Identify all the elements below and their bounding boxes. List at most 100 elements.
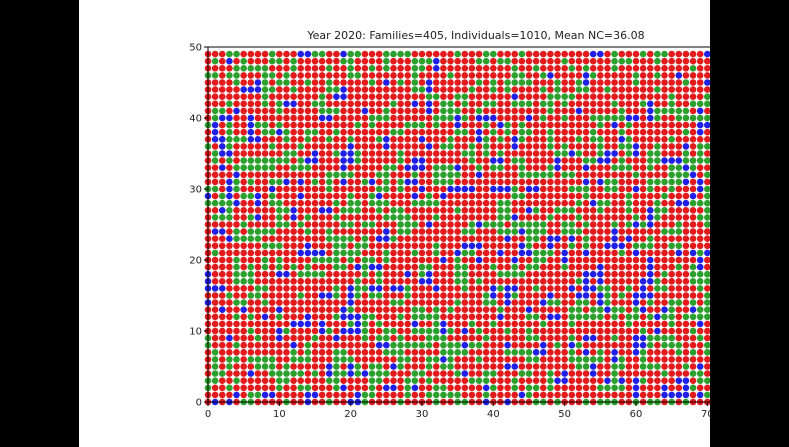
data-point-red	[268, 377, 276, 385]
data-point-red	[618, 341, 626, 349]
data-point-green	[525, 384, 533, 392]
data-point-red	[325, 270, 333, 278]
data-point-green	[432, 242, 440, 250]
data-point-red	[333, 143, 340, 150]
data-point-green	[504, 270, 511, 278]
data-point-red	[675, 57, 683, 65]
data-point-red	[218, 86, 226, 93]
data-point-red	[404, 207, 412, 214]
data-point-red	[447, 207, 454, 214]
data-point-blue	[304, 157, 312, 164]
data-point-blue	[432, 65, 440, 72]
data-point-red	[432, 278, 440, 285]
data-point-red	[283, 306, 290, 314]
data-point-red	[575, 270, 583, 278]
data-point-red	[254, 242, 262, 250]
data-point-red	[604, 313, 611, 321]
data-point-green	[668, 242, 675, 250]
data-point-red	[597, 57, 604, 65]
data-point-green	[411, 121, 419, 129]
data-point-red	[525, 86, 533, 93]
data-point-red	[582, 121, 590, 129]
data-point-red	[654, 164, 661, 171]
data-point-red	[661, 320, 668, 328]
data-point-red	[639, 263, 647, 271]
data-point-green	[611, 65, 618, 72]
data-point-red	[518, 384, 526, 392]
data-point-red	[639, 320, 647, 328]
data-point-red	[661, 93, 668, 100]
data-point-red	[639, 270, 647, 278]
data-point-green	[411, 313, 419, 321]
data-point-red	[539, 50, 547, 58]
data-point-red	[504, 107, 511, 115]
data-point-red	[582, 199, 590, 207]
data-point-green	[632, 171, 640, 179]
data-point-red	[404, 320, 412, 328]
data-point-green	[597, 121, 604, 129]
data-point-green	[233, 278, 240, 285]
data-point-red	[661, 150, 668, 157]
data-point-blue	[682, 384, 690, 392]
data-point-red	[518, 114, 526, 122]
data-point-red	[375, 356, 383, 363]
data-point-red	[490, 242, 497, 250]
data-point-blue	[254, 192, 262, 200]
data-point-red	[704, 263, 710, 271]
data-point-green	[582, 313, 590, 321]
data-point-blue	[675, 391, 683, 399]
data-point-red	[340, 214, 347, 221]
data-point-green	[425, 313, 433, 321]
data-point-red	[397, 292, 404, 299]
data-point-red	[682, 50, 690, 58]
data-point-green	[268, 57, 276, 65]
data-point-green	[696, 278, 704, 285]
data-point-green	[668, 100, 675, 108]
data-point-red	[368, 93, 376, 100]
data-point-red	[397, 377, 404, 385]
data-point-red	[276, 349, 283, 356]
data-point-blue	[461, 242, 469, 250]
data-point-green	[597, 136, 604, 143]
data-point-red	[554, 50, 561, 58]
data-point-red	[611, 207, 618, 214]
data-point-red	[547, 349, 554, 356]
data-point-green	[354, 370, 362, 377]
data-point-red	[240, 93, 247, 100]
data-point-green	[518, 171, 526, 179]
data-point-green	[354, 207, 362, 214]
data-point-green	[604, 199, 611, 207]
data-point-blue	[226, 235, 233, 242]
data-point-red	[639, 114, 647, 122]
data-point-red	[318, 65, 326, 72]
data-point-green	[689, 370, 697, 377]
data-point-red	[240, 143, 247, 150]
data-point-red	[597, 107, 604, 115]
data-point-green	[254, 121, 262, 129]
data-point-red	[618, 313, 626, 321]
data-point-red	[418, 377, 426, 385]
data-point-red	[247, 377, 255, 385]
data-point-blue	[696, 128, 704, 136]
data-point-red	[639, 391, 647, 399]
data-point-red	[561, 327, 568, 335]
data-point-green	[475, 278, 483, 285]
data-point-red	[311, 185, 319, 193]
data-point-green	[276, 207, 283, 214]
data-point-red	[218, 185, 226, 193]
data-point-red	[554, 107, 561, 115]
data-point-blue	[375, 192, 383, 200]
data-point-red	[482, 157, 490, 164]
data-point-blue	[582, 79, 590, 86]
data-point-red	[554, 278, 561, 285]
data-point-red	[675, 235, 683, 242]
data-point-green	[525, 391, 533, 399]
data-point-red	[240, 292, 247, 299]
data-point-green	[397, 228, 404, 235]
data-point-red	[668, 285, 675, 292]
data-point-red	[325, 356, 333, 363]
data-point-red	[525, 50, 533, 58]
data-point-red	[432, 235, 440, 242]
data-point-green	[333, 199, 340, 207]
data-point-green	[689, 100, 697, 108]
